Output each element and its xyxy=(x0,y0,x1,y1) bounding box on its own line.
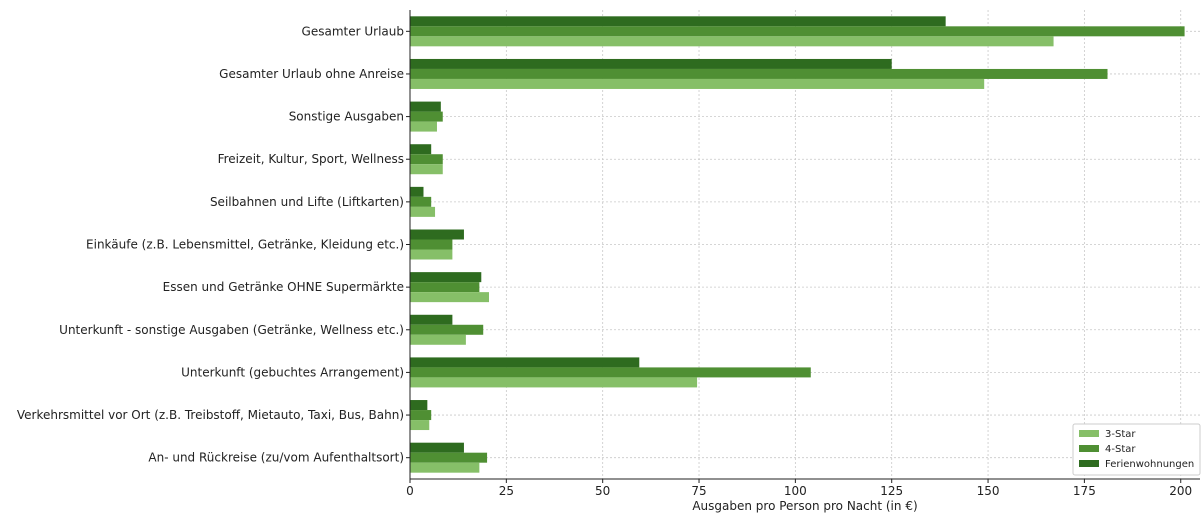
x-tick-label: 175 xyxy=(1073,484,1096,498)
category-label: Einkäufe (z.B. Lebensmittel, Getränke, K… xyxy=(86,238,404,252)
x-tick-label: 100 xyxy=(784,484,807,498)
bar-4-star xyxy=(410,410,432,421)
category-label: Unterkunft - sonstige Ausgaben (Getränke… xyxy=(59,323,404,337)
bar-ferienwohnungen xyxy=(410,357,640,368)
x-tick-label: 50 xyxy=(595,484,610,498)
bar-ferienwohnungen xyxy=(410,229,464,240)
bar-ferienwohnungen xyxy=(410,272,482,283)
category-label: Verkehrsmittel vor Ort (z.B. Treibstoff,… xyxy=(17,408,404,422)
category-label: Sonstige Ausgaben xyxy=(289,110,404,124)
x-tick-label: 75 xyxy=(691,484,706,498)
bar-ferienwohnungen xyxy=(410,314,453,325)
legend-label: 4-Star xyxy=(1105,444,1136,455)
x-axis-title: Ausgaben pro Person pro Nacht (in €) xyxy=(692,499,917,513)
x-tick-label: 200 xyxy=(1169,484,1192,498)
bar-ferienwohnungen xyxy=(410,144,432,155)
bar-3-star xyxy=(410,334,466,345)
bar-3-star xyxy=(410,121,437,132)
bar-4-star xyxy=(410,111,443,122)
category-label: An- und Rückreise (zu/vom Aufenthaltsort… xyxy=(148,451,404,465)
category-label: Gesamter Urlaub xyxy=(302,24,404,38)
bar-4-star xyxy=(410,26,1185,37)
bar-3-star xyxy=(410,377,698,388)
legend-swatch xyxy=(1079,460,1099,467)
bar-3-star xyxy=(410,164,443,175)
bar-3-star xyxy=(410,292,489,303)
bar-ferienwohnungen xyxy=(410,400,428,411)
category-label: Freizeit, Kultur, Sport, Wellness xyxy=(218,152,404,166)
bar-3-star xyxy=(410,249,453,260)
x-tick-label: 0 xyxy=(406,484,414,498)
x-tick-label: 125 xyxy=(880,484,903,498)
bar-ferienwohnungen xyxy=(410,101,441,112)
x-tick-label: 25 xyxy=(499,484,514,498)
bar-ferienwohnungen xyxy=(410,16,946,27)
bar-4-star xyxy=(410,154,443,165)
bar-3-star xyxy=(410,462,480,473)
category-label: Gesamter Urlaub ohne Anreise xyxy=(219,67,404,81)
bar-ferienwohnungen xyxy=(410,186,424,197)
bar-4-star xyxy=(410,239,453,250)
legend-swatch xyxy=(1079,430,1099,437)
bar-3-star xyxy=(410,206,436,217)
bar-4-star xyxy=(410,452,488,463)
bar-3-star xyxy=(410,420,430,431)
legend-box xyxy=(1072,423,1201,476)
bar-ferienwohnungen xyxy=(410,442,464,453)
legend-swatch xyxy=(1079,445,1099,452)
bar-3-star xyxy=(410,36,1054,47)
bar-4-star xyxy=(410,282,480,293)
bar-4-star xyxy=(410,196,432,207)
category-label: Unterkunft (gebuchtes Arrangement) xyxy=(181,365,404,379)
bar-4-star xyxy=(410,324,484,335)
bar-4-star xyxy=(410,68,1108,79)
bar-3-star xyxy=(410,78,985,89)
bar-4-star xyxy=(410,367,811,378)
legend-label: Ferienwohnungen xyxy=(1105,459,1194,470)
x-tick-label: 150 xyxy=(977,484,1000,498)
category-label: Essen und Getränke OHNE Supermärkte xyxy=(163,280,404,294)
category-label: Seilbahnen und Lifte (Liftkarten) xyxy=(210,195,404,209)
bar-ferienwohnungen xyxy=(410,58,892,69)
legend-label: 3-Star xyxy=(1105,429,1136,440)
